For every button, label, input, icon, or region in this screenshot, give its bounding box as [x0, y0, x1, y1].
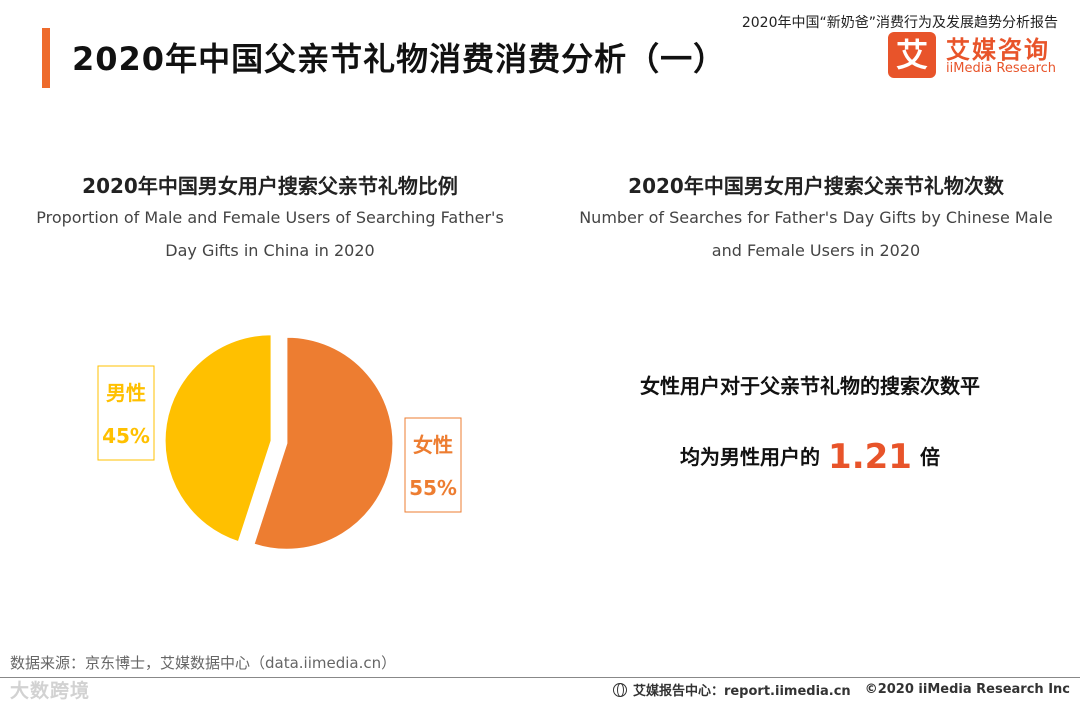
globe-icon: [612, 682, 627, 697]
logo-mark: 艾: [888, 32, 936, 78]
pie-label-name: 女性: [413, 433, 453, 457]
stat-suffix: 倍: [919, 445, 940, 469]
pie-slice-male: [164, 334, 272, 543]
watermark: 大数跨境: [10, 680, 91, 702]
data-source: 数据来源：京东博士，艾媒数据中心（data.iimedia.cn）: [10, 654, 397, 672]
logo-name-en: iiMedia Research: [946, 61, 1057, 76]
left-chart-subtitle-line1: Proportion of Male and Female Users of S…: [36, 208, 504, 227]
iimedia-logo: 艾 艾媒咨询 iiMedia Research: [888, 30, 1063, 80]
page-title: 2020年中国父亲节礼物消费消费分析（一）: [72, 40, 727, 78]
left-chart-title: 2020年中国男女用户搜索父亲节礼物比例: [82, 174, 458, 198]
copyright: ©2020 iiMedia Research Inc: [864, 682, 1070, 697]
stat-text-line2: 均为男性用户的 1.21 倍: [560, 437, 1060, 477]
right-chart-subtitle-line2: and Female Users in 2020: [711, 241, 921, 260]
stat-text-line1: 女性用户对于父亲节礼物的搜索次数平: [640, 374, 980, 398]
pie-label-value: 45%: [102, 424, 150, 448]
left-chart-subtitle: Proportion of Male and Female Users of S…: [10, 201, 530, 267]
report-center-link[interactable]: 艾媒报告中心：report.iimedia.cn: [632, 684, 851, 699]
right-chart-subtitle-line1: Number of Searches for Father's Day Gift…: [579, 208, 1053, 227]
stat-prefix: 均为男性用户的: [680, 445, 821, 469]
gender-pie-chart: 女性 55% 男性 45%: [97, 334, 462, 550]
pie-label-box: [97, 365, 155, 461]
right-chart-title: 2020年中国男女用户搜索父亲节礼物次数: [628, 174, 1004, 198]
pie-label-box: [404, 417, 462, 513]
footer: 艾媒报告中心：report.iimedia.cn ©2020 iiMedia R…: [612, 680, 1070, 699]
left-chart-subtitle-line2: Day Gifts in China in 2020: [165, 241, 375, 260]
pie-label-value: 55%: [409, 476, 457, 500]
report-title: 2020年中国“新奶爸”消费行为及发展趋势分析报告: [741, 15, 1058, 31]
stat-value: 1.21: [828, 437, 912, 477]
pie-label-name: 男性: [106, 381, 146, 405]
pie-slice-female: [253, 336, 394, 550]
title-accent-bar: [42, 28, 50, 88]
footer-divider: [0, 677, 1080, 678]
right-chart-subtitle: Number of Searches for Father's Day Gift…: [558, 201, 1074, 267]
logo-name-cn: 艾媒咨询: [946, 36, 1050, 64]
